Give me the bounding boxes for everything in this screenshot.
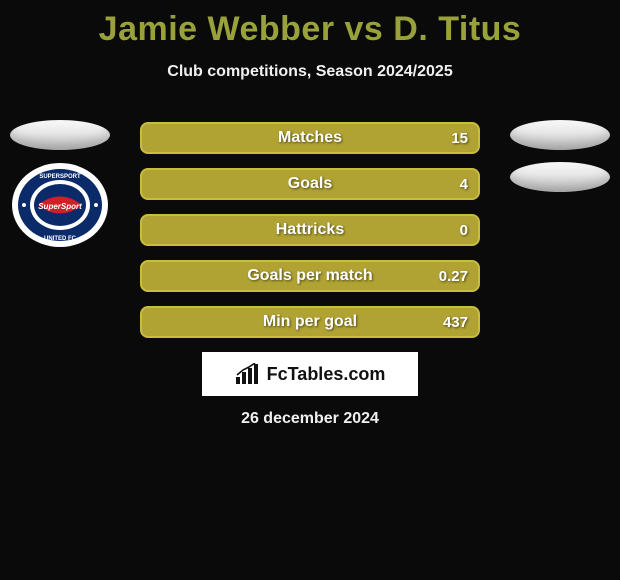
subtitle: Club competitions, Season 2024/2025: [0, 63, 620, 81]
stat-value-right: 437: [443, 314, 468, 331]
left-player-col: SuperSport SUPERSPORT UNITED FC: [10, 120, 110, 248]
stat-bar: Hattricks0: [140, 214, 480, 246]
stat-bar: Goals4: [140, 168, 480, 200]
club-badge-left: SuperSport SUPERSPORT UNITED FC: [10, 162, 110, 248]
stat-bar: Goals per match0.27: [140, 260, 480, 292]
stat-bar: Min per goal437: [140, 306, 480, 338]
stat-label: Hattricks: [142, 221, 478, 239]
footer-date: 26 december 2024: [0, 410, 620, 428]
stat-bar: Matches15: [140, 122, 480, 154]
svg-text:UNITED FC: UNITED FC: [44, 236, 77, 242]
svg-text:SUPERSPORT: SUPERSPORT: [39, 174, 81, 180]
stat-value-right: 15: [451, 130, 468, 147]
player-avatar-placeholder: [510, 120, 610, 150]
club-badge-placeholder: [510, 162, 610, 192]
stat-label: Goals per match: [142, 267, 478, 285]
stat-label: Goals: [142, 175, 478, 193]
page-title: Jamie Webber vs D. Titus: [0, 0, 620, 49]
stat-label: Min per goal: [142, 313, 478, 331]
svg-text:SuperSport: SuperSport: [38, 202, 82, 211]
stats-bars: Matches15 Goals4 Hattricks0 Goals per match…: [140, 122, 480, 338]
supersport-badge-icon: SuperSport SUPERSPORT UNITED FC: [10, 162, 110, 248]
footer-brand-text: FcTables.com: [267, 364, 386, 385]
stat-value-right: 4: [460, 176, 468, 193]
stat-value-right: 0.27: [439, 268, 468, 285]
stat-value-right: 0: [460, 222, 468, 239]
right-player-col: [510, 120, 610, 192]
bars-icon: [235, 363, 261, 385]
stat-label: Matches: [142, 129, 478, 147]
footer-brand: FcTables.com: [202, 352, 418, 396]
player-avatar-placeholder: [10, 120, 110, 150]
